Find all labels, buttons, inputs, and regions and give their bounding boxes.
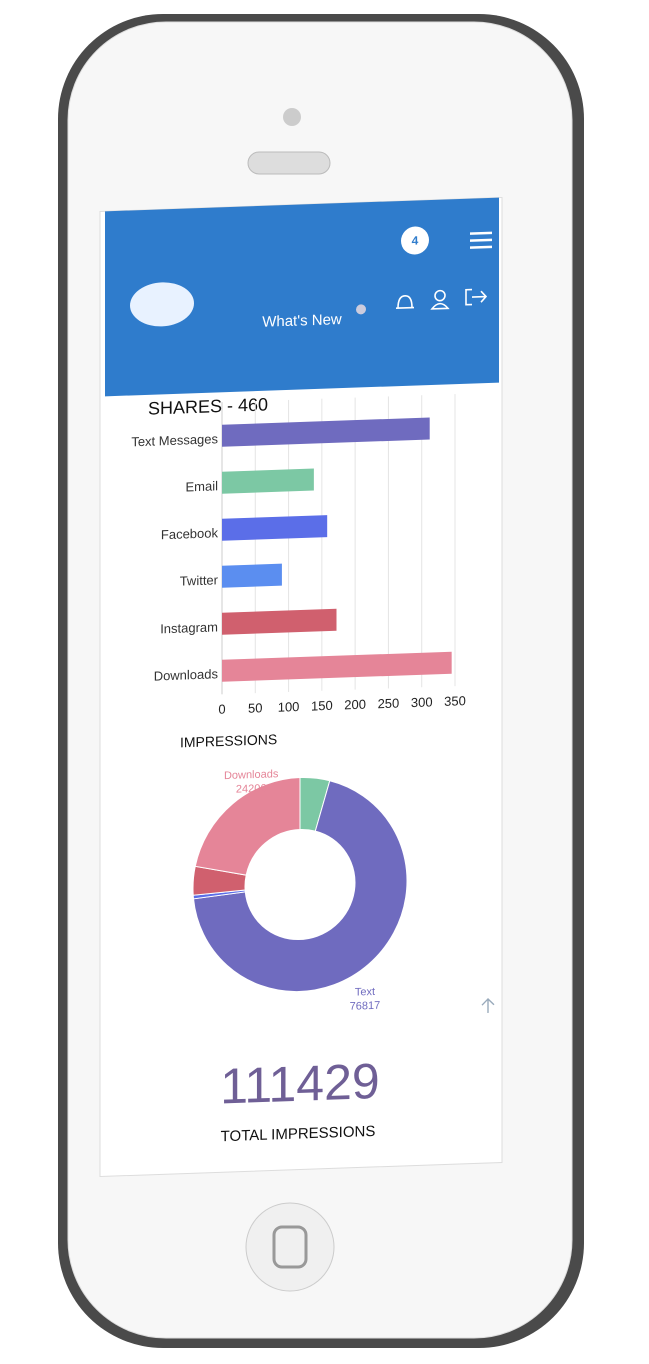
x-tick-label: 100	[278, 699, 300, 715]
x-tick-label: 0	[218, 702, 225, 717]
slice-value: 76817	[350, 1000, 381, 1013]
x-tick-label: 250	[378, 695, 400, 711]
bar	[222, 468, 314, 494]
y-tick-label: Text Messages	[131, 431, 218, 449]
x-tick-label: 150	[311, 698, 333, 714]
total-value: 111429	[220, 1053, 379, 1115]
impressions-title: IMPRESSIONS	[180, 731, 277, 750]
x-tick-label: 300	[411, 694, 433, 710]
x-tick-label: 50	[248, 700, 262, 716]
speaker	[247, 151, 331, 175]
status-dot	[356, 304, 366, 315]
bar	[222, 417, 430, 447]
donut-segment	[194, 777, 301, 876]
user-icon[interactable]	[430, 289, 450, 310]
home-button[interactable]	[245, 1202, 335, 1292]
bell-icon[interactable]	[396, 295, 414, 309]
logout-icon[interactable]	[465, 288, 488, 306]
screen: 4 What's New SHARES - 460 IMPRESSIONS 11…	[99, 196, 503, 1178]
y-tick-label: Downloads	[154, 666, 219, 683]
slice-value: 24206	[236, 783, 267, 796]
x-tick-label: 350	[444, 693, 466, 709]
camera	[283, 108, 301, 126]
slice-label: Text	[355, 986, 375, 999]
total-card	[154, 1039, 450, 1168]
bar	[222, 515, 328, 541]
y-tick-label: Email	[185, 478, 218, 494]
scroll-top[interactable]	[481, 997, 495, 1013]
slice-label: Downloads	[224, 768, 279, 782]
whats-new-link[interactable]: What's New	[262, 311, 342, 331]
total-label: TOTAL IMPRESSIONS	[221, 1123, 376, 1145]
y-tick-label: Instagram	[160, 619, 218, 636]
logo	[130, 282, 194, 327]
app-header	[105, 197, 499, 397]
donut-segment	[192, 780, 408, 993]
notification-count: 4	[412, 234, 419, 248]
y-tick-label: Twitter	[180, 572, 219, 588]
x-tick-label: 200	[344, 697, 366, 713]
bar	[222, 651, 452, 682]
bar	[222, 563, 282, 588]
shares-title: SHARES - 460	[148, 394, 268, 418]
notification-badge[interactable]	[401, 226, 429, 255]
y-tick-label: Facebook	[161, 525, 219, 542]
menu-icon[interactable]	[470, 231, 492, 249]
bar	[222, 608, 337, 635]
home-icon	[272, 1225, 308, 1269]
